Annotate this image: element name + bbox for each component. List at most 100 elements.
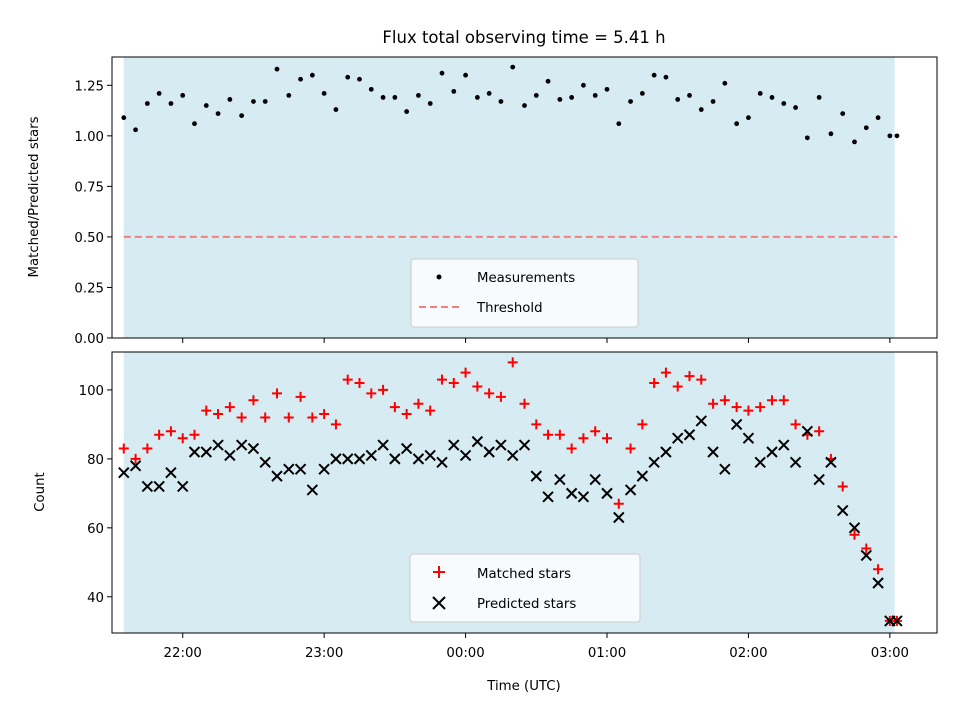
measurement-point (698, 107, 704, 112)
legend-predicted-label: Predicted stars (477, 597, 576, 612)
predicted-star-point (860, 549, 872, 562)
measurement-point (604, 86, 610, 92)
predicted-star-point (789, 456, 802, 469)
predicted-star-point (707, 446, 719, 458)
predicted-star-point (235, 439, 248, 451)
matched-star-point (437, 374, 447, 385)
measurement-point (416, 93, 421, 98)
measurement-point (168, 101, 174, 106)
measurement-point (781, 101, 787, 106)
measurement-point (486, 90, 492, 96)
predicted-star-point (518, 439, 531, 451)
predicted-star-point (813, 473, 825, 486)
top-y-axis-label: Matched/Predicted stars (27, 116, 42, 277)
measurement-point (557, 97, 563, 102)
predicted-star-point (129, 460, 142, 472)
measurement-point (581, 82, 586, 88)
predicted-star-point (742, 432, 755, 444)
predicted-star-point (247, 442, 260, 455)
predicted-star-point (624, 484, 637, 496)
measurement-point (251, 99, 256, 104)
matched-star-point (861, 543, 872, 554)
y-tick-label: 0.50 (74, 231, 104, 246)
legend-threshold-label: Threshold (476, 301, 543, 316)
matched-star-point (472, 381, 483, 392)
matched-star-point (554, 429, 565, 440)
x-tick-label: 23:00 (305, 646, 343, 661)
predicted-star-point (565, 487, 578, 500)
measurement-point (368, 86, 374, 92)
predicted-star-point (530, 470, 542, 482)
predicted-star-point (683, 429, 696, 441)
predicted-star-point (342, 453, 354, 465)
measurement-point (192, 121, 197, 127)
measurement-point (852, 139, 857, 145)
matched-star-point (696, 374, 707, 385)
measurement-point (144, 101, 150, 106)
measurement-point (404, 109, 410, 114)
x-tick-label: 02:00 (729, 646, 767, 661)
x-axis-label: Time (UTC) (486, 679, 561, 694)
measurement-point (510, 64, 516, 70)
matched-star-point (578, 433, 589, 444)
predicted-star-point (459, 449, 472, 462)
top-axes-frame (111, 56, 938, 339)
predicted-star-point (365, 449, 377, 462)
matched-star-point (354, 378, 365, 389)
predicted-star-point (224, 449, 236, 462)
predicted-star-point (891, 615, 903, 627)
legend-matched-marker (433, 566, 445, 578)
measurement-point (298, 76, 303, 82)
predicted-star-point (318, 463, 330, 475)
predicted-star-point (271, 470, 283, 482)
predicted-star-point (200, 446, 212, 458)
matched-star-point (342, 374, 353, 385)
measurement-point (357, 76, 362, 82)
matched-star-point (602, 433, 612, 444)
predicted-star-point (754, 456, 766, 469)
y-tick-label: 40 (87, 591, 104, 606)
matched-star-point (260, 412, 271, 423)
legend-predicted-marker (432, 596, 446, 610)
predicted-star-point (542, 491, 554, 503)
bottom-x-ticks: 22:00 23:00 00:00 01:00 02:00 03:00 (164, 633, 909, 661)
measurement-point (840, 111, 846, 117)
predicted-star-point (613, 511, 625, 524)
predicted-star-point (636, 470, 649, 482)
measurement-point (262, 99, 268, 104)
predicted-star-point (648, 456, 660, 469)
measurement-point (274, 66, 280, 72)
predicted-star-point (153, 480, 165, 493)
measurement-point (887, 133, 893, 139)
measurement-point (828, 131, 834, 137)
measurement-point (392, 95, 398, 100)
measurement-point (894, 133, 900, 139)
predicted-star-point (306, 484, 319, 496)
measurement-point (345, 74, 351, 80)
matched-star-point (873, 564, 884, 575)
measurement-point (121, 115, 127, 121)
measurement-point (133, 127, 138, 133)
matched-star-point (448, 378, 459, 389)
predicted-star-point (577, 491, 590, 503)
matched-star-point (743, 405, 754, 416)
matched-star-point (295, 391, 306, 402)
y-tick-label: 0.25 (74, 281, 104, 296)
legend-measurements-label: Measurements (477, 271, 575, 286)
predicted-star-point (554, 473, 566, 486)
matched-star-point (814, 426, 825, 437)
matched-star-point (719, 395, 730, 406)
x-tick-label: 00:00 (446, 646, 484, 661)
measurement-point (533, 93, 539, 98)
matched-star-point (236, 412, 247, 423)
matched-star-point (484, 388, 495, 399)
matched-star-point (767, 395, 777, 406)
measurement-point (545, 78, 551, 84)
matched-star-point (731, 402, 742, 413)
measurement-point (592, 93, 598, 98)
measurement-point (239, 113, 245, 119)
measurement-point (793, 105, 798, 110)
matched-star-point (672, 381, 683, 392)
matched-star-point (849, 529, 860, 540)
